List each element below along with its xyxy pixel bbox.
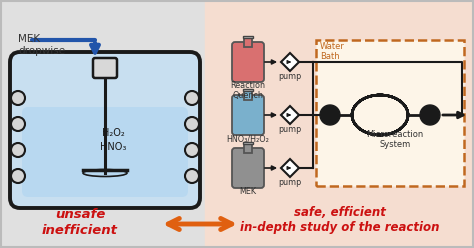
Polygon shape <box>281 159 299 177</box>
Text: MEK: MEK <box>239 187 256 196</box>
Bar <box>0 0 205 248</box>
Text: Reaction
Quench: Reaction Quench <box>230 81 265 100</box>
FancyBboxPatch shape <box>316 40 464 186</box>
Polygon shape <box>281 106 299 124</box>
Circle shape <box>185 117 199 131</box>
Circle shape <box>11 169 25 183</box>
Bar <box>243 142 254 145</box>
FancyBboxPatch shape <box>232 148 264 188</box>
Text: H₂O₂
HNO₃: H₂O₂ HNO₃ <box>100 128 126 152</box>
Text: pump: pump <box>278 125 301 134</box>
Circle shape <box>11 117 25 131</box>
Circle shape <box>185 169 199 183</box>
Text: HNO₃/H₂O₂: HNO₃/H₂O₂ <box>227 134 269 143</box>
Text: Microreaction
System: Microreaction System <box>366 130 424 149</box>
Circle shape <box>185 143 199 157</box>
Text: safe, efficient
in-depth study of the reaction: safe, efficient in-depth study of the re… <box>240 206 440 235</box>
Text: unsafe
inefficient: unsafe inefficient <box>42 208 118 237</box>
FancyBboxPatch shape <box>93 58 117 78</box>
Text: MEK
dropwise: MEK dropwise <box>18 34 65 56</box>
FancyBboxPatch shape <box>244 37 252 47</box>
Bar <box>243 89 254 92</box>
Circle shape <box>420 105 440 125</box>
FancyBboxPatch shape <box>244 144 252 153</box>
FancyBboxPatch shape <box>232 42 264 82</box>
FancyBboxPatch shape <box>10 52 200 208</box>
FancyBboxPatch shape <box>22 107 188 197</box>
FancyBboxPatch shape <box>244 91 252 100</box>
Circle shape <box>11 91 25 105</box>
Circle shape <box>185 91 199 105</box>
Text: Water
Bath: Water Bath <box>320 42 345 62</box>
Circle shape <box>320 105 340 125</box>
Text: pump: pump <box>278 178 301 187</box>
Ellipse shape <box>83 169 127 177</box>
Bar <box>205 0 474 248</box>
FancyBboxPatch shape <box>232 95 264 135</box>
Text: pump: pump <box>278 72 301 81</box>
Polygon shape <box>281 53 299 71</box>
Bar <box>243 36 254 38</box>
Circle shape <box>11 143 25 157</box>
